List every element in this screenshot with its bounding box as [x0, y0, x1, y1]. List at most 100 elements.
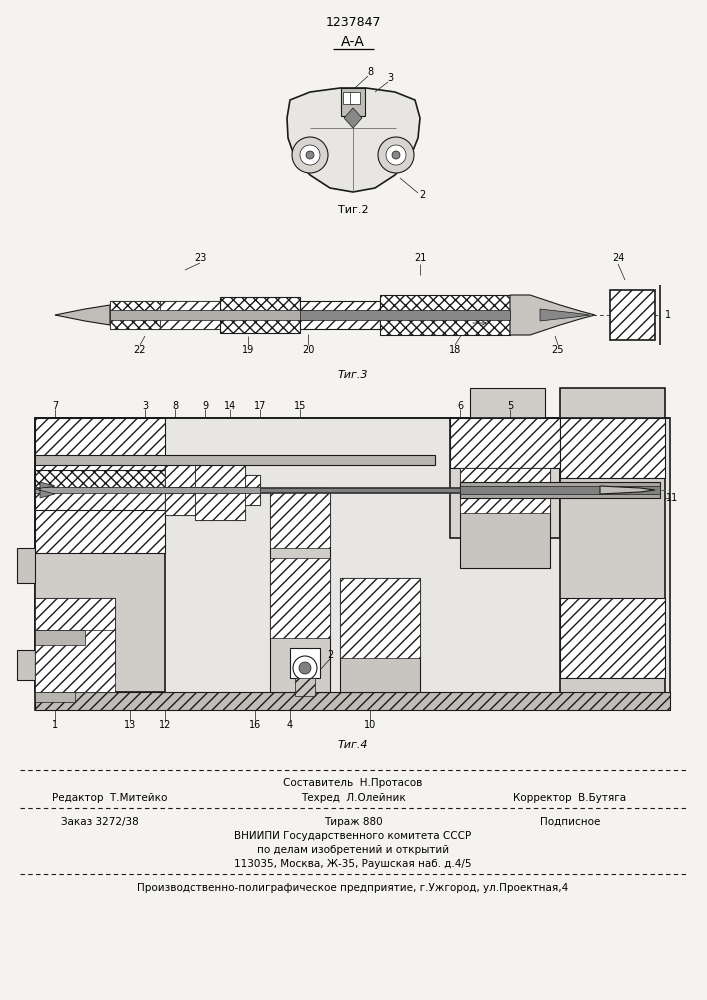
Text: 6: 6: [457, 401, 463, 411]
Text: Составитель  Н.Протасов: Составитель Н.Протасов: [284, 778, 423, 788]
Text: 12: 12: [159, 720, 171, 730]
Bar: [110, 301, 160, 329]
Bar: [165, 493, 195, 515]
Text: 1: 1: [665, 310, 671, 320]
Text: Редактор  Т.Митейко: Редактор Т.Митейко: [52, 793, 168, 803]
Text: Заказ 3272/38: Заказ 3272/38: [61, 817, 139, 827]
Text: 11: 11: [666, 493, 678, 503]
Bar: [295, 678, 315, 696]
Bar: [340, 578, 420, 692]
Text: 1: 1: [52, 720, 58, 730]
Text: 1237847: 1237847: [325, 15, 381, 28]
Bar: [340, 578, 420, 658]
Bar: [450, 418, 560, 538]
Bar: [610, 290, 655, 340]
Text: Производственно-полиграфическое предприятие, г.Ужгород, ул.Проектная,4: Производственно-полиграфическое предприя…: [137, 883, 568, 893]
Text: 9: 9: [202, 401, 208, 411]
Bar: [17, 548, 35, 583]
Text: 2: 2: [419, 190, 425, 200]
Text: 18: 18: [449, 345, 461, 355]
Bar: [17, 650, 35, 680]
Bar: [560, 598, 665, 678]
Bar: [245, 475, 260, 505]
Bar: [270, 488, 330, 548]
Text: 10: 10: [364, 720, 376, 730]
Text: 15: 15: [294, 401, 306, 411]
Text: Подписное: Подписное: [540, 817, 600, 827]
Text: 13: 13: [124, 720, 136, 730]
Bar: [35, 487, 575, 493]
Bar: [35, 470, 165, 488]
Circle shape: [300, 145, 320, 165]
Bar: [343, 92, 353, 104]
Text: 17: 17: [254, 401, 267, 411]
Bar: [165, 465, 195, 515]
Text: Корректор  В.Бутяга: Корректор В.Бутяга: [513, 793, 626, 803]
Bar: [110, 301, 220, 329]
Text: 8: 8: [367, 67, 373, 77]
Text: 7: 7: [52, 401, 58, 411]
Bar: [35, 473, 165, 553]
Bar: [35, 418, 165, 473]
Bar: [270, 488, 330, 692]
Text: Τиг.3: Τиг.3: [338, 370, 368, 380]
Text: 19: 19: [242, 345, 254, 355]
Bar: [110, 310, 310, 320]
Text: 3: 3: [142, 401, 148, 411]
Bar: [470, 388, 545, 418]
Text: 2: 2: [327, 650, 333, 660]
Text: 21: 21: [414, 253, 426, 263]
Bar: [270, 558, 330, 638]
Bar: [350, 92, 360, 104]
Polygon shape: [600, 486, 655, 494]
Text: 25: 25: [551, 345, 564, 355]
Bar: [460, 482, 660, 498]
Bar: [35, 598, 115, 678]
Polygon shape: [344, 108, 362, 128]
Bar: [341, 88, 365, 116]
Text: 3: 3: [387, 73, 393, 83]
Text: ВНИИПИ Государственного комитета СССР: ВНИИПИ Государственного комитета СССР: [235, 831, 472, 841]
Text: по делам изобретений и открытий: по делам изобретений и открытий: [257, 845, 449, 855]
Bar: [195, 493, 245, 520]
Text: Техред  Л.Олейник: Техред Л.Олейник: [300, 793, 405, 803]
Text: 5: 5: [507, 401, 513, 411]
Polygon shape: [540, 309, 590, 321]
Bar: [35, 630, 85, 645]
Text: Τиг.2: Τиг.2: [338, 205, 368, 215]
Polygon shape: [287, 88, 420, 192]
Circle shape: [392, 151, 400, 159]
Circle shape: [299, 662, 311, 674]
Bar: [560, 418, 665, 478]
Text: 16: 16: [249, 720, 261, 730]
Bar: [35, 418, 165, 692]
Text: 8: 8: [172, 401, 178, 411]
Circle shape: [306, 151, 314, 159]
Bar: [195, 460, 245, 487]
Bar: [35, 692, 670, 710]
Circle shape: [293, 656, 317, 680]
Circle shape: [292, 137, 328, 173]
Bar: [260, 488, 460, 492]
Bar: [460, 468, 550, 513]
Text: А-А: А-А: [341, 35, 365, 49]
Bar: [35, 675, 60, 692]
Bar: [165, 465, 195, 487]
Bar: [35, 630, 115, 692]
Bar: [35, 492, 165, 510]
Bar: [290, 648, 320, 678]
Bar: [35, 598, 115, 638]
Bar: [195, 460, 245, 520]
Bar: [460, 468, 550, 568]
Bar: [220, 297, 300, 333]
Bar: [450, 418, 560, 468]
Polygon shape: [510, 295, 595, 335]
Bar: [245, 475, 260, 488]
Bar: [560, 388, 665, 710]
Bar: [460, 486, 660, 494]
Text: 22: 22: [134, 345, 146, 355]
Text: Тираж 880: Тираж 880: [324, 817, 382, 827]
Bar: [35, 692, 75, 702]
Polygon shape: [35, 482, 55, 498]
Circle shape: [386, 145, 406, 165]
